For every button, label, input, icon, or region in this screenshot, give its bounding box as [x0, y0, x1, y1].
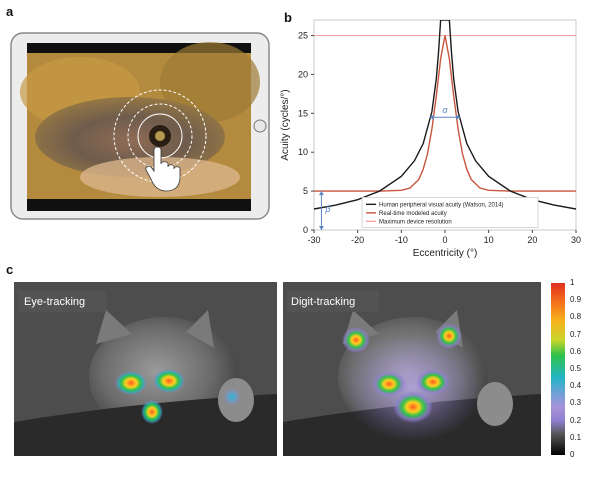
- colorbar-tick-label: 0.6: [570, 346, 582, 356]
- colorbar-tick-label: 0.8: [570, 312, 582, 322]
- series-line: [314, 35, 576, 192]
- panel-letter-b: b: [284, 10, 292, 25]
- colorbar-tick-label: 0.5: [570, 364, 582, 373]
- acuity-chart: -30 -20 -10 0 10 20 30 0 5 10 15 20 25 Eccentricity (…: [280, 19, 581, 259]
- x-tick-label: -20: [351, 235, 364, 245]
- panel-letter-c: c: [6, 262, 14, 277]
- heatmap-label-digit: Digit-tracking: [291, 296, 356, 308]
- colorbar-tick-label: 0.9: [570, 295, 582, 305]
- colorbar-tick-label: 0.1: [570, 432, 582, 442]
- legend: Human peripheral visual acuity (Watson, …: [361, 197, 539, 228]
- x-tick-label: 30: [571, 235, 581, 245]
- heatmap-digit: [283, 282, 541, 456]
- colorbar-tick-label: 0.4: [570, 381, 582, 391]
- beta-arrowhead-top: [318, 191, 324, 196]
- y-tick-label: 0: [303, 225, 308, 235]
- alpha-label: α: [442, 105, 448, 115]
- legend-box: [361, 197, 539, 228]
- heatmap-label-eye: Eye-tracking: [24, 296, 86, 308]
- colorbar-tick-label: 0.3: [570, 398, 582, 408]
- colorbar-tick-label: 0.7: [570, 329, 582, 339]
- colorbar-tick-label: 0: [570, 450, 575, 459]
- y-axis-label: Acuity (cycles/°): [280, 89, 291, 160]
- colorbar-tick-label: 1: [570, 278, 575, 287]
- y-tick-label: 5: [303, 186, 308, 196]
- y-tick-label: 10: [298, 147, 308, 157]
- panel-letter-a: a: [6, 4, 14, 19]
- y-tick-label: 25: [298, 31, 308, 41]
- series-line: [314, 20, 576, 210]
- heatmap-eye: [14, 282, 277, 456]
- home-button: [253, 119, 267, 133]
- colorbar: [551, 283, 565, 455]
- legend-entry: Maximum device resolution: [379, 219, 452, 225]
- alpha-arrowhead-right: [456, 114, 461, 120]
- beta-arrowhead-bottom: [318, 226, 324, 230]
- y-tick-label: 20: [298, 69, 308, 79]
- finger-icon: [145, 146, 181, 192]
- x-tick-label: -30: [307, 235, 320, 245]
- beta-label: β: [324, 204, 330, 214]
- plot-area: [313, 19, 577, 231]
- x-tick-label: 20: [527, 235, 537, 245]
- x-tick-label: 0: [442, 235, 447, 245]
- blurred-cat: [35, 97, 225, 177]
- y-tick-label: 15: [298, 108, 308, 118]
- tablet-illustration: [10, 32, 270, 220]
- legend-entry: Human peripheral visual acuity (Watson, …: [379, 202, 504, 208]
- x-tick-label: -10: [395, 235, 408, 245]
- legend-entry: Real-time modeled acuity: [379, 211, 447, 217]
- alpha-arrowhead-left: [429, 114, 434, 120]
- x-axis-label: Eccentricity (°): [413, 248, 478, 259]
- colorbar-tick-label: 0.2: [570, 415, 582, 425]
- x-tick-label: 10: [484, 235, 494, 245]
